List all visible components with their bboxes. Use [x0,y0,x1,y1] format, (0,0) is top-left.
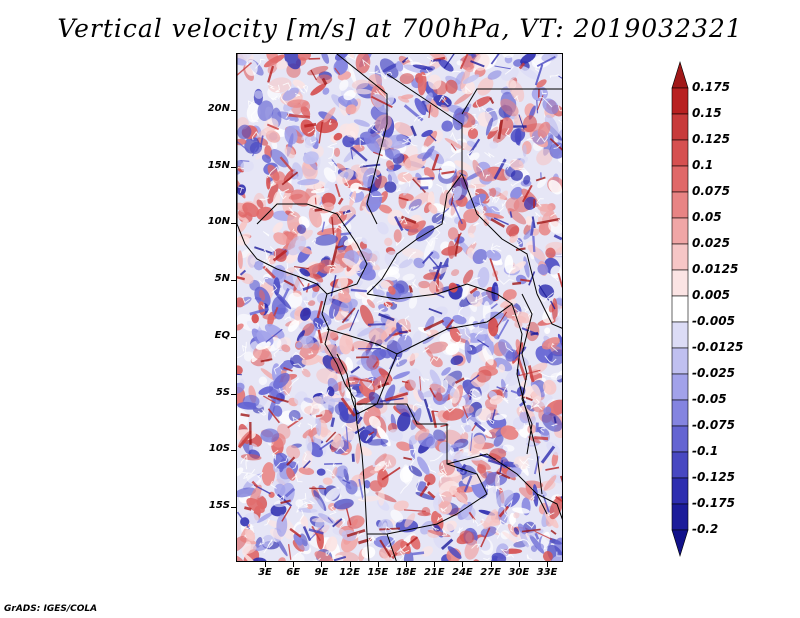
angola-border [357,403,488,535]
colorbar-swatch [671,347,689,375]
lat-label: 5S [215,386,230,398]
lat-label: 20N [207,103,230,114]
colorbar-swatch [671,217,689,245]
lat-tick [231,110,236,111]
congo-border [336,353,398,415]
zambia-border [446,453,548,515]
colorbar-level-label: 0.05 [692,210,722,224]
colorbar-level-label: 0.005 [692,288,730,302]
colorbar-swatch [671,399,689,427]
lat-label: 10S [208,443,230,455]
lon-label: 9E [314,567,329,578]
lon-tick [462,562,464,567]
lon-label: 18E [395,567,417,578]
lon-tick [547,562,548,567]
colorbar-level-label: 0.025 [692,236,730,250]
colorbar-swatch [671,87,689,115]
colorbar-level-label: -0.025 [692,366,735,380]
grads-credit: GrADS: IGES/COLA [4,604,98,614]
lat-tick [231,393,236,395]
colorbar-level-label: 0.125 [692,132,730,146]
lon-tick [321,562,323,567]
colorbar-level-label: 0.1 [692,158,714,172]
lon-tick [349,562,351,567]
lat-tick [231,223,236,225]
lon-tick [265,562,266,567]
colorbar-swatch [671,191,689,219]
colorbar-swatch [671,165,689,193]
car-border [366,283,513,305]
chart-title: Vertical velocity [m/s] at 700hPa, VT: 2… [57,14,743,43]
lon-label: 24E [452,567,473,578]
lon-tick [293,562,295,567]
lon-tick [518,562,520,567]
chad-border [366,73,463,295]
lon-label: 27E [480,567,501,578]
lat-label: 15S [208,499,230,511]
lon-tick [490,562,492,567]
colorbar-swatch [671,139,689,167]
egypt-sudan-border [461,88,562,115]
lon-label: 6E [286,567,301,578]
colorbar-swatch [671,269,689,297]
colorbar-swatch [671,295,689,323]
lat-tick [231,506,236,508]
colorbar-level-label: -0.0125 [692,340,744,354]
lat-label: 15N [207,159,230,171]
colorbar-level-label: -0.125 [692,470,735,484]
colorbar-swatch [671,477,689,505]
colorbar-swatch [671,529,689,558]
great-lakes [521,293,533,455]
sudan-border [461,173,538,295]
lon-label: 21E [423,567,445,578]
lat-label: 10N [207,216,230,228]
colorbar-level-label: 0.175 [692,80,730,94]
lon-label: 33E [536,567,558,578]
nigeria-border [256,203,368,295]
colorbar-swatch [671,321,689,349]
vertical-velocity-field [237,54,562,561]
colorbar-level-label: -0.1 [692,444,719,458]
lat-label: EQ [214,329,230,341]
libya-border [336,54,388,225]
lon-label: 12E [339,567,360,578]
colorbar-level-label: 0.0125 [692,262,739,276]
lat-tick [231,450,236,452]
map-plot-area [236,53,563,562]
lon-tick [406,562,407,567]
colorbar-level-label: -0.005 [692,314,735,328]
mozambique-border [536,493,562,520]
drc-border [326,303,543,495]
colorbar-swatch [671,373,689,401]
country-borders [237,54,562,561]
colorbar-level-label: -0.075 [692,418,735,432]
coastline-west [237,54,370,561]
colorbar-swatch [671,60,689,89]
lon-label: 3E [258,567,272,578]
lat-tick [231,280,236,282]
colorbar-level-label: 0.075 [692,184,730,198]
colorbar-swatch [671,113,689,141]
colorbar-swatch [671,503,689,531]
colorbar-level-label: -0.05 [692,392,727,406]
lat-tick [231,166,236,168]
colorbar-swatch [671,451,689,479]
colorbar-swatch [671,425,689,453]
lat-label: 5N [214,273,230,285]
colorbar-level-label: 0.15 [692,106,722,120]
lon-label: 15E [367,567,389,578]
namibia-border [386,533,397,561]
lon-tick [377,562,379,567]
colorbar-swatch [671,243,689,271]
colorbar-level-label: -0.175 [692,496,735,510]
east-border [536,293,562,329]
lon-label: 30E [508,567,530,578]
colorbar-level-label: -0.2 [692,522,719,536]
lat-tick [231,336,236,338]
lon-tick [434,562,436,567]
